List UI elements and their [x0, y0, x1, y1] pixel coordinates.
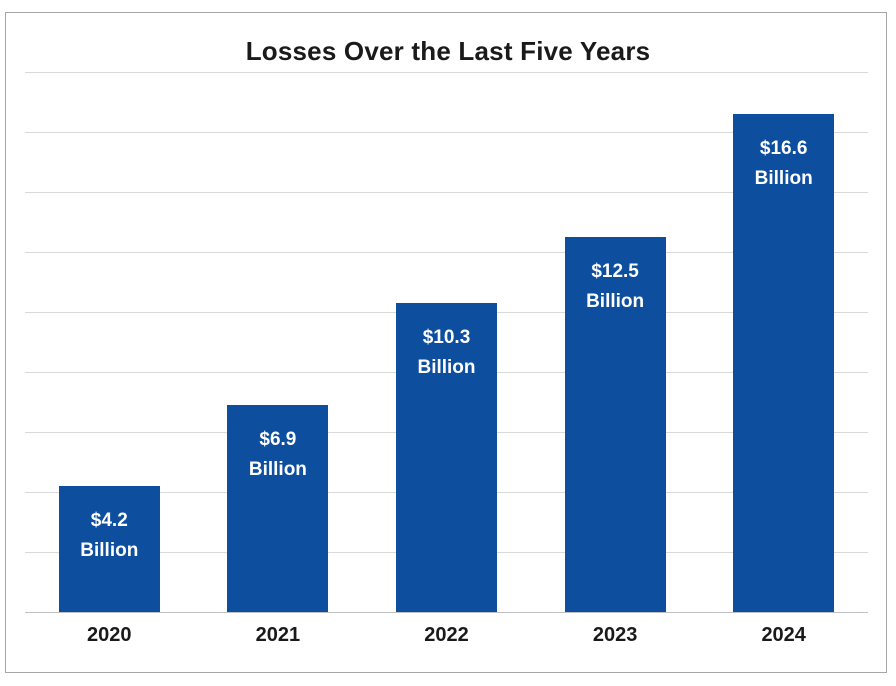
x-axis-tick-label: 2023	[592, 624, 638, 646]
x-axis-tick-label: 2022	[424, 624, 469, 646]
bar-value-label-line: $10.3	[422, 327, 471, 348]
bar-value-label-line: Billion	[417, 357, 476, 378]
bar-2021: $6.9 Billion	[227, 405, 329, 612]
bar-value-label: $16.6 Billion	[733, 134, 834, 194]
bar-2023: $12.5 Billion	[564, 237, 666, 612]
bar-2020: $4.2 Billion	[58, 486, 160, 612]
bar-value-label-line: Billion	[586, 291, 645, 312]
x-axis-tick-label: 2020	[87, 624, 132, 646]
bar-2022: $10.3 Billion	[396, 303, 497, 612]
gridline	[25, 132, 868, 133]
bar-value-label: $10.3 Billion	[396, 323, 497, 383]
bar-value-label-line: $6.9	[259, 429, 297, 450]
bar-value-label-line: Billion	[248, 459, 307, 480]
chart-title: Losses Over the Last Five Years	[245, 36, 651, 66]
plot-area: $4.2 Billion 2020 $6.9 Billion 2021 $10.3 Billi…	[25, 72, 868, 646]
gridline	[25, 192, 868, 193]
x-axis-tick-label: 2021	[255, 624, 301, 646]
bar-value-label: $6.9 Billion	[227, 425, 328, 485]
bar-value-label-line: $12.5	[591, 261, 639, 282]
gridline	[25, 252, 868, 253]
bar-value-label: $4.2 Billion	[59, 506, 160, 566]
bar-value-label: $12.5 Billion	[565, 257, 666, 317]
bar-value-label-line: $4.2	[90, 510, 128, 531]
x-axis-tick-label: 2024	[761, 624, 806, 646]
bar-2024: $16.6 Billion	[733, 114, 835, 612]
bar-value-label-line: Billion	[80, 540, 139, 561]
bar-value-label-line: Billion	[754, 168, 813, 189]
bar-value-label-line: $16.6	[759, 138, 808, 159]
gridline	[25, 72, 868, 73]
x-axis-line	[25, 612, 868, 613]
